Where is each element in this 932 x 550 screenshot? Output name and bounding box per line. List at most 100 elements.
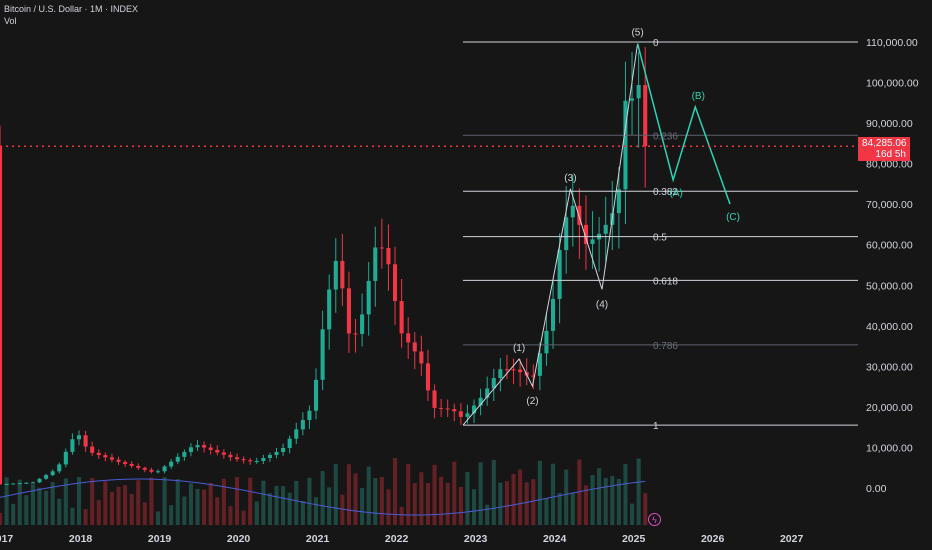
candle-body bbox=[537, 353, 542, 376]
candle-body bbox=[616, 189, 621, 214]
volume-bar bbox=[208, 482, 213, 525]
candle-body bbox=[439, 407, 444, 409]
candle-body bbox=[458, 411, 463, 417]
volume-bar bbox=[294, 480, 299, 525]
x-tick-label: 2025 bbox=[622, 533, 646, 545]
candle-body bbox=[392, 264, 398, 302]
volume-bar bbox=[366, 466, 371, 525]
volume-bar bbox=[392, 458, 398, 525]
candle-body bbox=[267, 454, 272, 458]
candle-body bbox=[432, 390, 437, 408]
volume-bar bbox=[63, 478, 68, 525]
volume-bar bbox=[136, 480, 141, 525]
candle-body bbox=[0, 146, 3, 485]
candle-body bbox=[577, 205, 582, 225]
volume-bar bbox=[518, 469, 523, 525]
fib-level-label: 0.786 bbox=[653, 341, 678, 352]
abc-projection-line bbox=[636, 43, 731, 205]
volume-bar bbox=[478, 462, 483, 525]
candle-body bbox=[169, 461, 174, 467]
y-tick-label: 50,000.00 bbox=[866, 280, 913, 292]
candle-body bbox=[471, 405, 477, 414]
candle-body bbox=[96, 452, 101, 456]
candle-body bbox=[248, 460, 253, 462]
candle-body bbox=[70, 439, 75, 452]
candle-body bbox=[485, 388, 490, 398]
volume-bar bbox=[544, 498, 549, 525]
candle-body bbox=[550, 298, 556, 331]
candle-body bbox=[83, 435, 88, 447]
x-tick-label: 2020 bbox=[227, 533, 251, 545]
volume-bar bbox=[583, 485, 588, 525]
x-tick-label: 2021 bbox=[306, 533, 330, 545]
candle-body bbox=[182, 452, 187, 457]
candle-body bbox=[57, 464, 62, 472]
volume-bar bbox=[425, 483, 430, 525]
candle-body bbox=[254, 460, 259, 462]
candle-body bbox=[346, 288, 351, 334]
volume-bar bbox=[458, 486, 463, 525]
y-tick-label: 80,000.00 bbox=[866, 159, 913, 171]
volume-bar bbox=[379, 476, 384, 525]
candle-body bbox=[175, 456, 180, 462]
volume-bar bbox=[215, 497, 220, 525]
candle-body bbox=[294, 429, 299, 439]
candle-body bbox=[445, 408, 450, 410]
candle-body bbox=[478, 397, 483, 406]
fib-level-label: 1 bbox=[653, 421, 659, 432]
volume-bar bbox=[432, 464, 437, 525]
volume-bar bbox=[248, 477, 253, 525]
candle-body bbox=[109, 457, 114, 460]
volume-bar bbox=[50, 482, 55, 525]
volume-bar bbox=[610, 475, 615, 525]
candle-body bbox=[327, 289, 332, 330]
candle-body bbox=[623, 100, 628, 190]
wave-label: (3) bbox=[564, 173, 576, 184]
volume-bar bbox=[234, 477, 240, 525]
volume-bar bbox=[386, 489, 391, 525]
volume-bar bbox=[300, 501, 305, 525]
candle-body bbox=[544, 330, 549, 354]
candle-body bbox=[564, 217, 569, 251]
volume-bar bbox=[175, 479, 180, 525]
volume-bar bbox=[287, 492, 292, 525]
volume-bar bbox=[96, 500, 101, 525]
volume-bar bbox=[412, 483, 417, 525]
volume-bar bbox=[182, 496, 187, 525]
volume-bar bbox=[353, 473, 358, 525]
candle-body bbox=[366, 280, 371, 315]
volume-bar bbox=[90, 478, 95, 525]
candle-body bbox=[452, 408, 457, 412]
candle-body bbox=[491, 378, 496, 389]
chart-title: Bitcoin / U.S. Dollar · 1M · INDEX bbox=[4, 4, 139, 14]
candle-body bbox=[281, 447, 286, 452]
volume-bar bbox=[241, 510, 246, 525]
candle-body bbox=[518, 369, 523, 373]
candle-body bbox=[590, 239, 595, 244]
candle-body bbox=[142, 467, 147, 470]
candle-body bbox=[498, 369, 503, 379]
volume-bar bbox=[313, 497, 319, 525]
volume-bar bbox=[162, 477, 167, 525]
volume-bar bbox=[103, 481, 108, 525]
candle-body bbox=[373, 247, 378, 281]
current-price-tag: 84,285.06 16d 5h bbox=[858, 137, 910, 161]
volume-bar bbox=[360, 488, 365, 525]
candle-body bbox=[531, 375, 536, 377]
volume-bar bbox=[76, 477, 82, 525]
volume-bar bbox=[557, 492, 562, 525]
y-tick-label: 20,000.00 bbox=[866, 402, 913, 414]
volume-bar bbox=[590, 475, 595, 525]
volume-bar bbox=[537, 460, 542, 525]
volume-bar bbox=[142, 502, 147, 525]
fib-level-label: 0 bbox=[653, 38, 659, 49]
volume-bar bbox=[491, 459, 496, 525]
candle-body bbox=[37, 478, 42, 483]
volume-bar bbox=[202, 489, 207, 525]
candle-body bbox=[221, 452, 226, 455]
wave-label: (5) bbox=[631, 28, 643, 39]
lightning-icon[interactable]: ϟ bbox=[648, 513, 661, 526]
candle-body bbox=[149, 469, 154, 472]
x-tick-label: 2019 bbox=[148, 533, 172, 545]
